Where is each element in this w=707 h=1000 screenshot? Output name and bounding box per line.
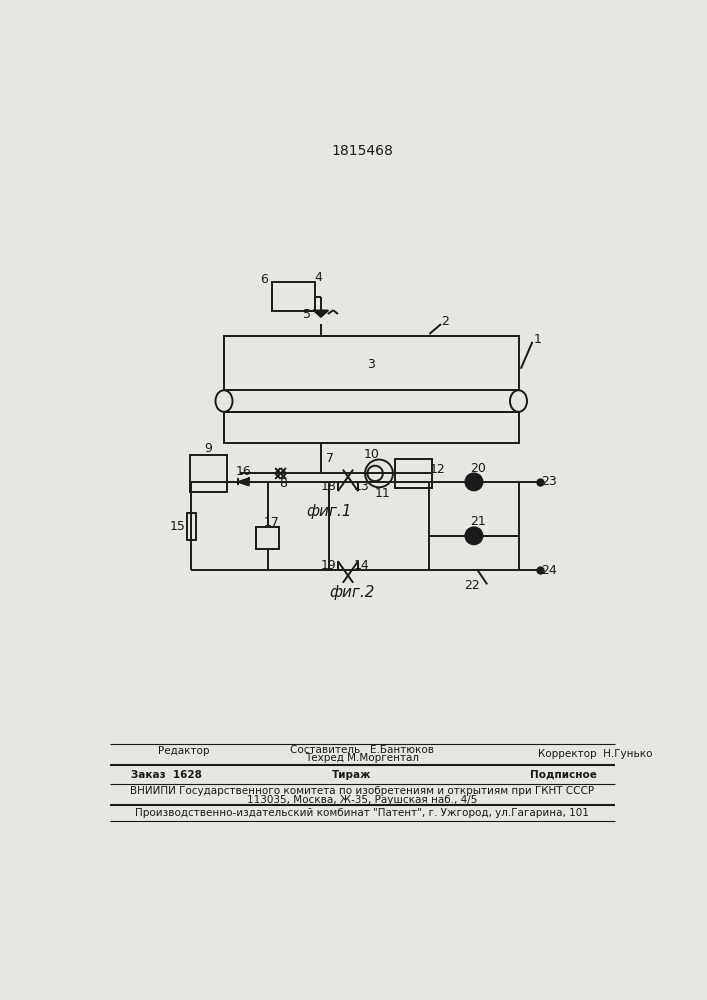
Text: Техред М.Моргентал: Техред М.Моргентал: [305, 753, 419, 763]
Text: 3: 3: [368, 358, 375, 371]
Circle shape: [465, 473, 482, 490]
Text: фиг.2: фиг.2: [329, 585, 375, 600]
Text: Заказ  1628: Заказ 1628: [131, 770, 202, 780]
Text: 19: 19: [321, 559, 337, 572]
Text: Корректор  Н.Гунько: Корректор Н.Гунько: [538, 749, 653, 759]
Circle shape: [465, 527, 482, 544]
Bar: [224, 412, 518, 443]
Bar: [224, 390, 518, 412]
Text: Производственно-издательский комбинат "Патент", г. Ужгород, ул.Гагарина, 101: Производственно-издательский комбинат "П…: [135, 808, 589, 818]
Ellipse shape: [510, 390, 527, 412]
Text: 20: 20: [470, 462, 486, 475]
Ellipse shape: [216, 390, 233, 412]
Text: 23: 23: [542, 475, 557, 488]
Text: 5: 5: [303, 308, 311, 321]
Text: 11: 11: [375, 487, 391, 500]
Text: 113035, Москва, Ж-35, Раушская наб., 4/5: 113035, Москва, Ж-35, Раушская наб., 4/5: [247, 795, 477, 805]
Text: 1815468: 1815468: [331, 144, 393, 158]
Bar: [224, 336, 518, 393]
Bar: [256, 527, 279, 549]
Text: 2: 2: [441, 315, 449, 328]
Text: 13: 13: [354, 480, 370, 493]
Text: 7: 7: [326, 452, 334, 465]
Text: Редактор: Редактор: [158, 746, 209, 756]
Text: 22: 22: [464, 579, 479, 592]
Text: 10: 10: [363, 448, 379, 461]
Text: ВНИИПИ Государственного комитета по изобретениям и открытиям при ГКНТ СССР: ВНИИПИ Государственного комитета по изоб…: [130, 786, 594, 796]
Text: 9: 9: [204, 442, 212, 455]
Text: Тираж: Тираж: [332, 770, 372, 780]
Polygon shape: [238, 478, 249, 485]
Text: 17: 17: [264, 516, 279, 529]
Bar: [272, 282, 315, 311]
Text: 15: 15: [170, 520, 185, 533]
Text: Составитель   Е.Бантюков: Составитель Е.Бантюков: [290, 745, 434, 755]
Polygon shape: [314, 311, 328, 317]
Bar: [187, 513, 196, 540]
Text: 4: 4: [315, 271, 322, 284]
Text: фиг.1: фиг.1: [306, 504, 351, 519]
Bar: [395, 459, 432, 488]
Text: 12: 12: [430, 463, 446, 476]
Text: 24: 24: [542, 564, 557, 577]
Text: 18: 18: [321, 480, 337, 493]
Text: 16: 16: [235, 465, 251, 478]
Text: 14: 14: [354, 559, 370, 572]
Text: Подписное: Подписное: [530, 770, 597, 780]
Text: 21: 21: [470, 515, 486, 528]
Text: 6: 6: [260, 273, 268, 286]
Text: 8: 8: [279, 477, 287, 490]
Text: 1: 1: [534, 333, 542, 346]
Bar: [190, 455, 227, 492]
